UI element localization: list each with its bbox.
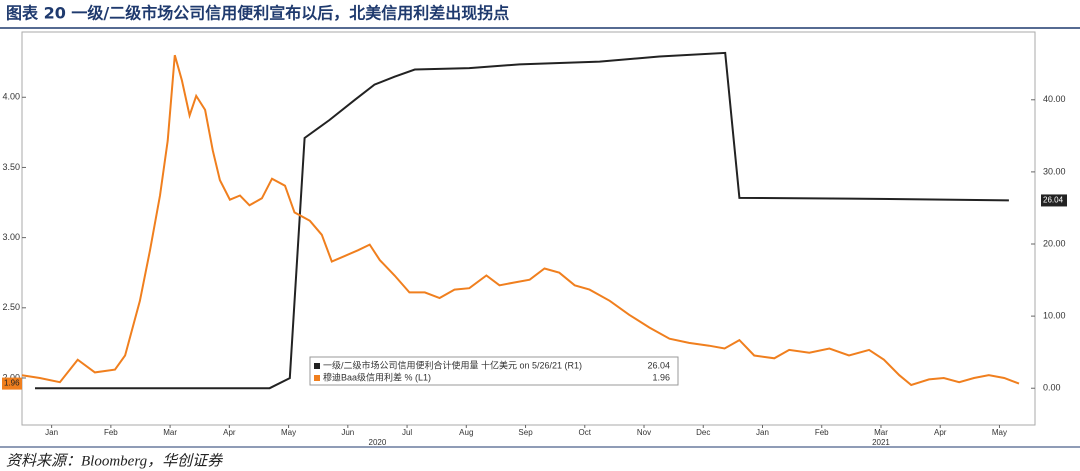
legend-value: 26.04 [647, 360, 670, 370]
y2-tick-label: 30.00 [1043, 166, 1066, 176]
x-tick-label: Feb [104, 428, 118, 437]
x-tick-label: May [281, 428, 296, 437]
x-tick-label: Jul [402, 428, 412, 437]
legend [309, 356, 679, 386]
x-tick-label: Apr [934, 428, 947, 437]
source: 资料来源：Bloomberg，华创证券 [6, 452, 223, 469]
year-label: 2020 [369, 438, 387, 447]
y-tick-label: 3.50 [2, 162, 20, 172]
last-value-label: 1.96 [4, 379, 20, 388]
x-tick-label: Sep [518, 428, 533, 437]
y2-tick-label: 10.00 [1043, 310, 1066, 320]
series-line [35, 51, 1009, 390]
series-line [21, 54, 1020, 387]
y-tick-label: 2.00 [2, 372, 20, 382]
chart-title: 图表 20 一级/二级市场公司信用便利宣布以后，北美信用利差出现拐点 [6, 4, 509, 23]
x-tick-label: Dec [696, 428, 710, 437]
x-tick-label: Oct [579, 428, 592, 437]
y2-tick-label: 40.00 [1043, 94, 1066, 104]
year-label: 2021 [872, 438, 890, 447]
x-tick-label: Aug [459, 428, 473, 437]
legend-label: 一级/二级市场公司信用便利合计使用量 十亿美元 on 5/26/21 (R1) [323, 359, 582, 370]
last-value-label: 26.04 [1043, 196, 1064, 205]
legend-swatch [314, 375, 320, 381]
x-tick-label: Mar [163, 428, 177, 437]
x-tick-label: Apr [223, 428, 236, 437]
last-value-flag [1041, 194, 1067, 207]
y-tick-label: 4.00 [2, 92, 20, 102]
y-tick-label: 2.50 [2, 302, 20, 312]
legend-label: 穆迪Baa级信用利差 % (L1) [323, 371, 431, 382]
x-tick-label: Jan [756, 428, 769, 437]
last-value-flag [2, 377, 22, 390]
plot-area [21, 31, 1036, 426]
y2-tick-label: 0.00 [1043, 383, 1061, 393]
y-tick-label: 3.00 [2, 232, 20, 242]
x-tick-label: Mar [874, 428, 888, 437]
x-tick-label: Jun [341, 428, 354, 437]
x-tick-label: May [992, 428, 1007, 437]
x-tick-label: Jan [45, 428, 58, 437]
legend-value: 1.96 [652, 372, 670, 382]
y2-tick-label: 20.00 [1043, 238, 1066, 248]
legend-swatch [314, 363, 320, 369]
x-tick-label: Nov [637, 428, 651, 437]
x-tick-label: Feb [815, 428, 829, 437]
